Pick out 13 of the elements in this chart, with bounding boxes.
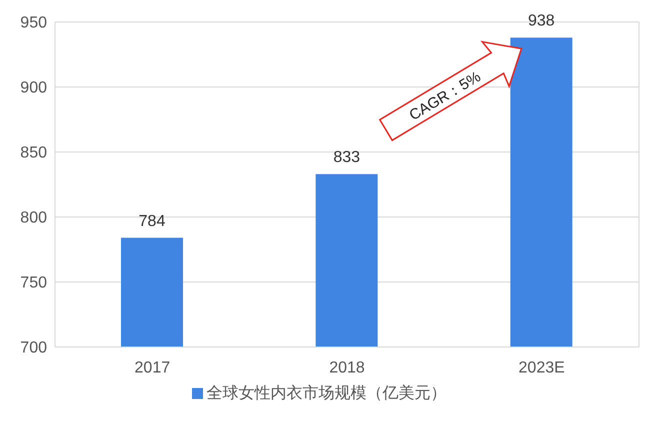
y-tick-label: 700 [20, 340, 48, 357]
data-label: 833 [333, 149, 360, 166]
x-tick-label: 2018 [329, 359, 365, 376]
x-tick-label: 2023E [518, 359, 565, 376]
y-tick-label: 800 [20, 210, 48, 227]
x-tick-label: 2017 [134, 359, 170, 376]
y-tick-label: 950 [20, 14, 48, 32]
y-tick-label: 900 [20, 80, 48, 97]
data-label: 784 [138, 212, 166, 230]
y-tick-label: 850 [20, 144, 48, 162]
y-tick-label: 750 [20, 274, 48, 292]
legend-label: 全球女性内衣市场规模（亿美元） [206, 385, 446, 402]
data-label: 938 [528, 12, 555, 30]
